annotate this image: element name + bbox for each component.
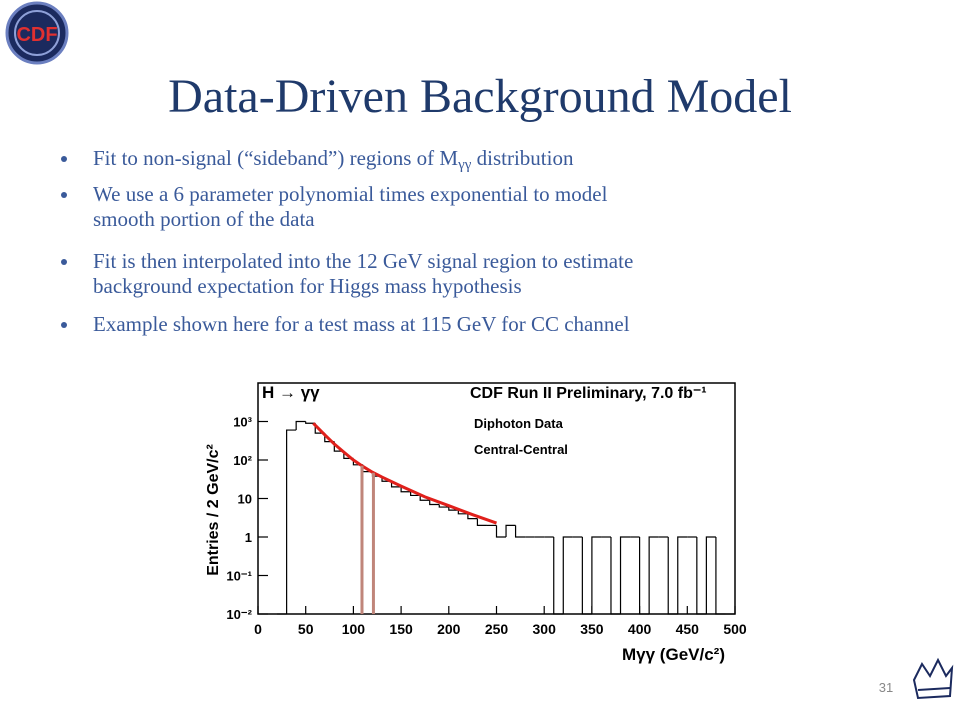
bullet-line: smooth portion of the data (93, 207, 315, 231)
bullet-dot (61, 192, 67, 198)
x-tick-label: 200 (437, 621, 461, 637)
histogram-bin (514, 525, 526, 538)
fit-curve (312, 422, 497, 525)
plot: 0 50 100 150 200 250 300 350 400 450 500 10⁻² 10⁻¹ 1 1… (205, 383, 747, 664)
x-tick-label: 150 (389, 621, 413, 637)
histogram-bin (562, 536, 573, 614)
x-tick-label: 400 (628, 621, 652, 637)
legend-entry: Diphoton Data (474, 416, 564, 431)
x-tick-label: 450 (676, 621, 700, 637)
y-tick-label: 10² (233, 453, 252, 468)
bullet-text: Example shown here for a test mass at 11… (93, 312, 630, 336)
y-axis-label: Entries / 2 GeV/c² (205, 444, 222, 576)
bullet-line: Fit to non-signal (“sideband”) regions o… (93, 146, 574, 173)
bullet-text: We use a 6 parameter polynomial times ex… (93, 182, 608, 206)
x-tick-label: 300 (533, 621, 557, 637)
histogram-bin (286, 429, 297, 614)
histogram-bin (448, 507, 459, 511)
histogram-bin (295, 420, 306, 431)
bullet-dot (61, 322, 67, 328)
histogram-bin (591, 536, 602, 614)
histogram-bin (553, 537, 564, 615)
subscript: γγ (457, 157, 472, 173)
histogram-bin (495, 525, 507, 538)
histogram-bin (410, 491, 421, 497)
y-tick-label: 1 (245, 530, 252, 545)
histogram-bin (505, 524, 516, 537)
bullet-text: Fit is then interpolated into the 12 GeV… (93, 249, 633, 273)
x-tick-label: 50 (298, 621, 314, 637)
histogram-bin (667, 537, 678, 615)
histogram-bin (457, 510, 468, 515)
histogram-bin (476, 518, 487, 527)
histogram-bin (467, 513, 478, 520)
slide-title: Data-Driven Background Model (168, 70, 792, 123)
y-tick-label: 10⁻¹ (226, 569, 252, 584)
cdf-logo: CDF (5, 1, 69, 65)
bullet-text: Fit to non-signal (“sideband”) regions o… (93, 146, 458, 170)
histogram-bin (438, 504, 449, 508)
x-tick-label: 0 (254, 621, 262, 637)
bullet-text: distribution (471, 146, 574, 170)
histogram-bin (619, 536, 631, 614)
histogram-bin (648, 536, 659, 614)
logo-text: CDF (16, 24, 57, 46)
x-tick-label: 250 (485, 621, 509, 637)
x-tick-label: 350 (580, 621, 604, 637)
crown-icon (912, 657, 954, 700)
y-tick-label: 10³ (233, 415, 252, 430)
histogram-bin (305, 421, 316, 424)
x-tick-label: 100 (342, 621, 366, 637)
y-tick-label: 10 (238, 492, 252, 507)
histogram-bin (400, 486, 411, 493)
histogram-bin (705, 536, 716, 614)
bullet-line: We use a 6 parameter polynomial times ex… (93, 182, 608, 206)
bullets: Fit to non-signal (“sideband”) regions o… (61, 146, 633, 336)
histogram-bin (639, 537, 650, 615)
histogram-bin (429, 500, 440, 506)
page-number: 31 (879, 680, 893, 695)
bullet-text: smooth portion of the data (93, 207, 315, 231)
process-label: H → γγ (262, 383, 320, 402)
x-tick-label: 500 (723, 621, 747, 637)
histogram-bin (581, 537, 592, 615)
histogram-bin (610, 537, 621, 615)
bullet-text: background expectation for Higgs mass hy… (93, 274, 522, 298)
bullet-dot (61, 156, 67, 162)
x-axis-label: Mγγ (GeV/c²) (622, 645, 725, 664)
bullet-line: background expectation for Higgs mass hy… (93, 274, 522, 298)
histogram-bin (419, 495, 430, 501)
bullet-line: Example shown here for a test mass at 11… (93, 312, 630, 336)
histogram-bin (696, 537, 707, 615)
chart-title: CDF Run II Preliminary, 7.0 fb⁻¹ (470, 385, 707, 402)
bullet-line: Fit is then interpolated into the 12 GeV… (93, 249, 633, 273)
y-tick-label: 10⁻² (226, 607, 252, 622)
bullet-dot (61, 259, 67, 265)
histogram-bin (715, 537, 726, 615)
legend-entry: Central-Central (474, 442, 568, 457)
histogram-bin (677, 536, 688, 614)
